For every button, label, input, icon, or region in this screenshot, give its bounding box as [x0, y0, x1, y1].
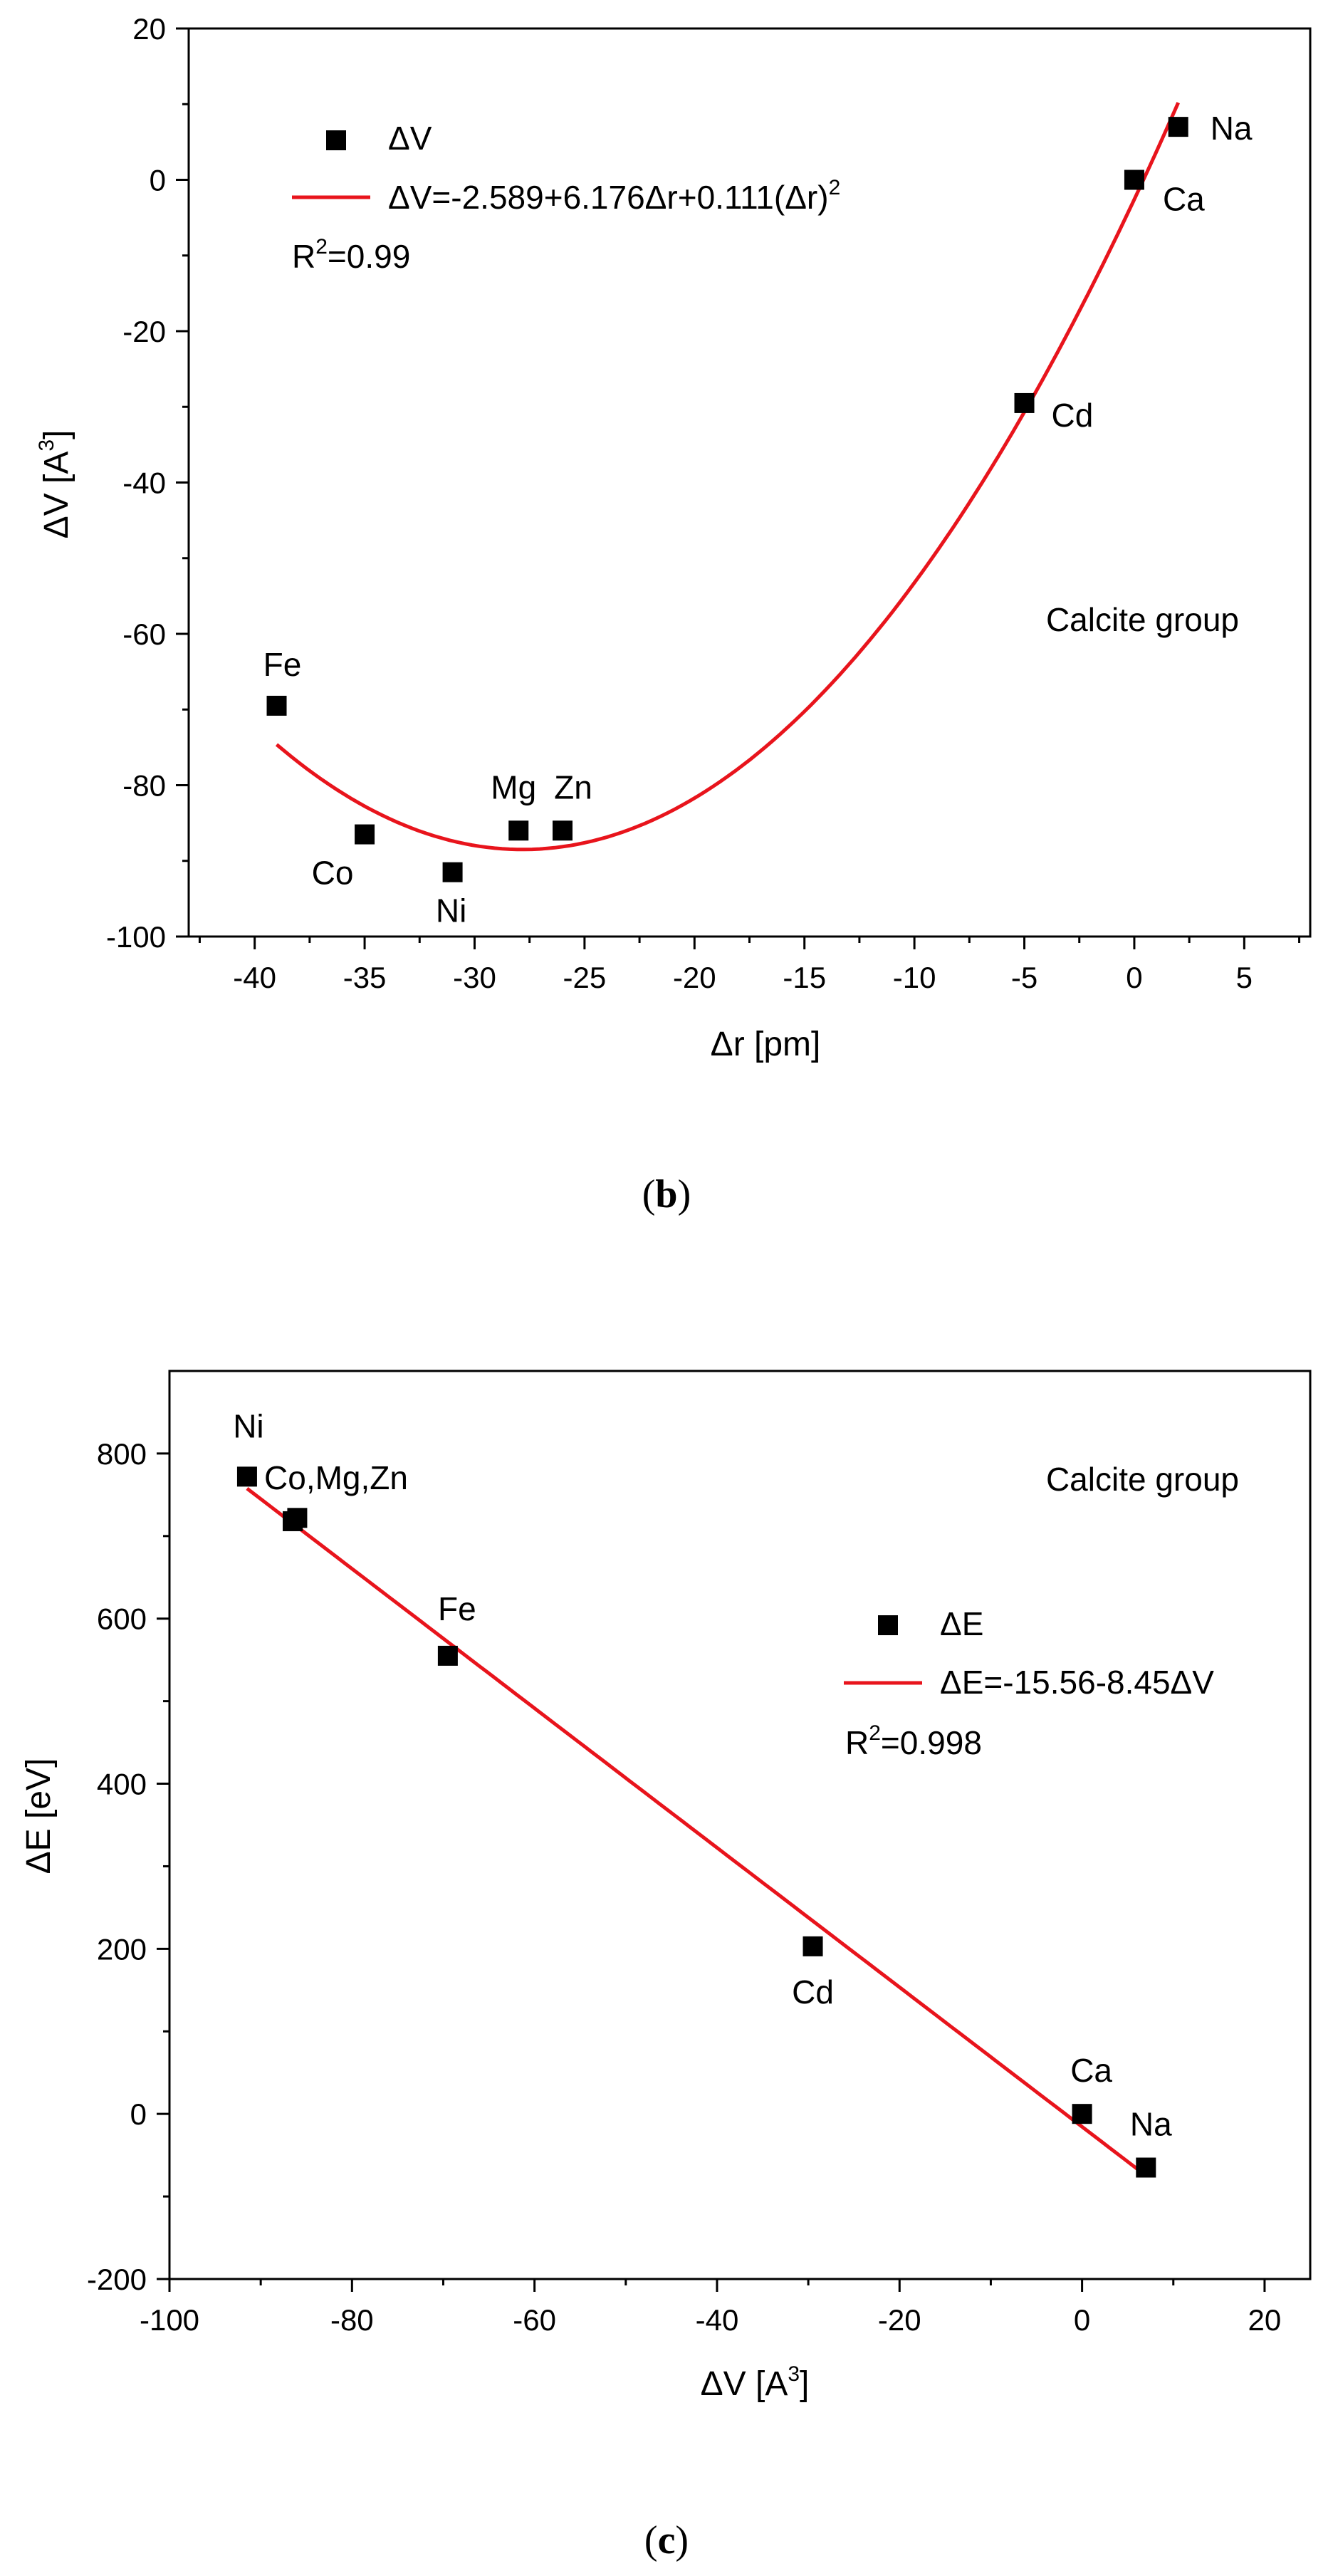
data-point — [1072, 2104, 1092, 2124]
legend-marker-b — [326, 130, 346, 150]
x-tick-label: -15 — [783, 961, 826, 994]
x-axis-b: -40 -35 -30 -25 -20 -15 -10 -5 0 5 — [198, 937, 1301, 994]
y-axis-c: -200 0 200 400 600 800 — [87, 1437, 169, 2296]
point-label: Co — [312, 855, 354, 892]
legend-marker-c — [878, 1615, 898, 1635]
point-label: Cd — [1052, 397, 1094, 434]
y-tick-label: -60 — [122, 617, 166, 651]
x-tick-label: -30 — [453, 961, 496, 994]
x-axis-c: -100 -80 -60 -40 -20 0 20 — [140, 2279, 1281, 2337]
x-tick-label: -20 — [878, 2303, 921, 2337]
y-tick-label: 20 — [132, 12, 166, 46]
r-squared-c: R2=0.998 — [845, 1721, 982, 1761]
x-tick-label: -10 — [893, 961, 936, 994]
x-tick-label: -40 — [233, 961, 276, 994]
x-tick-label: -80 — [330, 2303, 374, 2337]
panel-caption-b: (b) — [642, 1172, 691, 1216]
y-tick-label: 400 — [97, 1768, 147, 1801]
point-label: Ni — [436, 892, 466, 929]
legend-marker-label-c: ΔE — [940, 1605, 983, 1642]
x-tick-label: -60 — [513, 2303, 556, 2337]
point-label: Na — [1211, 110, 1253, 147]
y-axis-title-c: ΔE [eV] — [20, 1758, 58, 1874]
point-label: Ni — [233, 1407, 263, 1444]
r-squared-b: R2=0.99 — [292, 235, 410, 275]
x-axis-title-c: ΔV [A3] — [701, 2362, 810, 2403]
y-axis-title-b: ΔV [A3] — [35, 430, 75, 539]
y-tick-label: -20 — [122, 315, 166, 348]
y-tick-label: 0 — [150, 164, 166, 197]
x-tick-label: -35 — [343, 961, 387, 994]
annotation-c: Calcite group — [1046, 1461, 1239, 1498]
x-tick-label: 0 — [1074, 2303, 1090, 2337]
x-axis-title-b: Δr [pm] — [711, 1026, 821, 1063]
data-point — [803, 1936, 823, 1956]
x-tick-label: -40 — [696, 2303, 739, 2337]
point-label: Ca — [1163, 181, 1205, 218]
y-tick-label: 800 — [97, 1437, 147, 1471]
data-point — [236, 1466, 257, 1487]
point-label: Zn — [554, 768, 592, 805]
x-tick-label: -25 — [563, 961, 607, 994]
x-tick-label: 20 — [1248, 2303, 1282, 2337]
y-tick-label: -200 — [87, 2263, 147, 2296]
y-tick-label: -80 — [122, 769, 166, 803]
point-label: Mg — [491, 768, 536, 805]
data-point — [1168, 117, 1188, 137]
data-point — [508, 820, 529, 841]
point-label: Fe — [263, 646, 302, 683]
annotation-b: Calcite group — [1046, 601, 1239, 638]
data-point — [287, 1508, 308, 1528]
y-axis-b: -100 -80 -60 -40 -20 0 20 — [106, 12, 189, 954]
y-tick-label: -100 — [106, 920, 166, 954]
point-label: Na — [1130, 2106, 1172, 2143]
legend-marker-label-b: ΔV — [388, 120, 432, 157]
data-point — [1124, 170, 1144, 190]
data-point — [355, 824, 375, 845]
legend-line-label-b: ΔV=-2.589+6.176Δr+0.111(Δr)2 — [388, 176, 840, 216]
x-tick-label: 0 — [1126, 961, 1142, 994]
panel-caption-c: (c) — [644, 2518, 689, 2562]
point-label: Cd — [792, 1973, 834, 2011]
y-tick-label: 600 — [97, 1602, 147, 1636]
data-point — [1014, 392, 1035, 413]
point-label: Fe — [438, 1590, 476, 1627]
legend-line-label-c: ΔE=-15.56-8.45ΔV — [940, 1664, 1214, 1701]
data-point — [1136, 2157, 1156, 2178]
data-point — [266, 695, 287, 716]
x-tick-label: 5 — [1236, 961, 1253, 994]
fit-line-c — [246, 1487, 1147, 2177]
x-tick-label: -5 — [1011, 961, 1037, 994]
y-tick-label: 0 — [130, 2097, 147, 2131]
plot-frame-c — [168, 1370, 1312, 2280]
y-tick-label: -40 — [122, 466, 166, 500]
x-tick-label: -100 — [140, 2303, 199, 2337]
point-label: Co,Mg,Zn — [264, 1459, 408, 1496]
data-point — [442, 862, 463, 882]
point-label: Ca — [1070, 2052, 1112, 2089]
data-point — [437, 1645, 458, 1666]
data-point — [553, 820, 573, 841]
x-tick-label: -20 — [673, 961, 716, 994]
y-tick-label: 200 — [97, 1932, 147, 1966]
